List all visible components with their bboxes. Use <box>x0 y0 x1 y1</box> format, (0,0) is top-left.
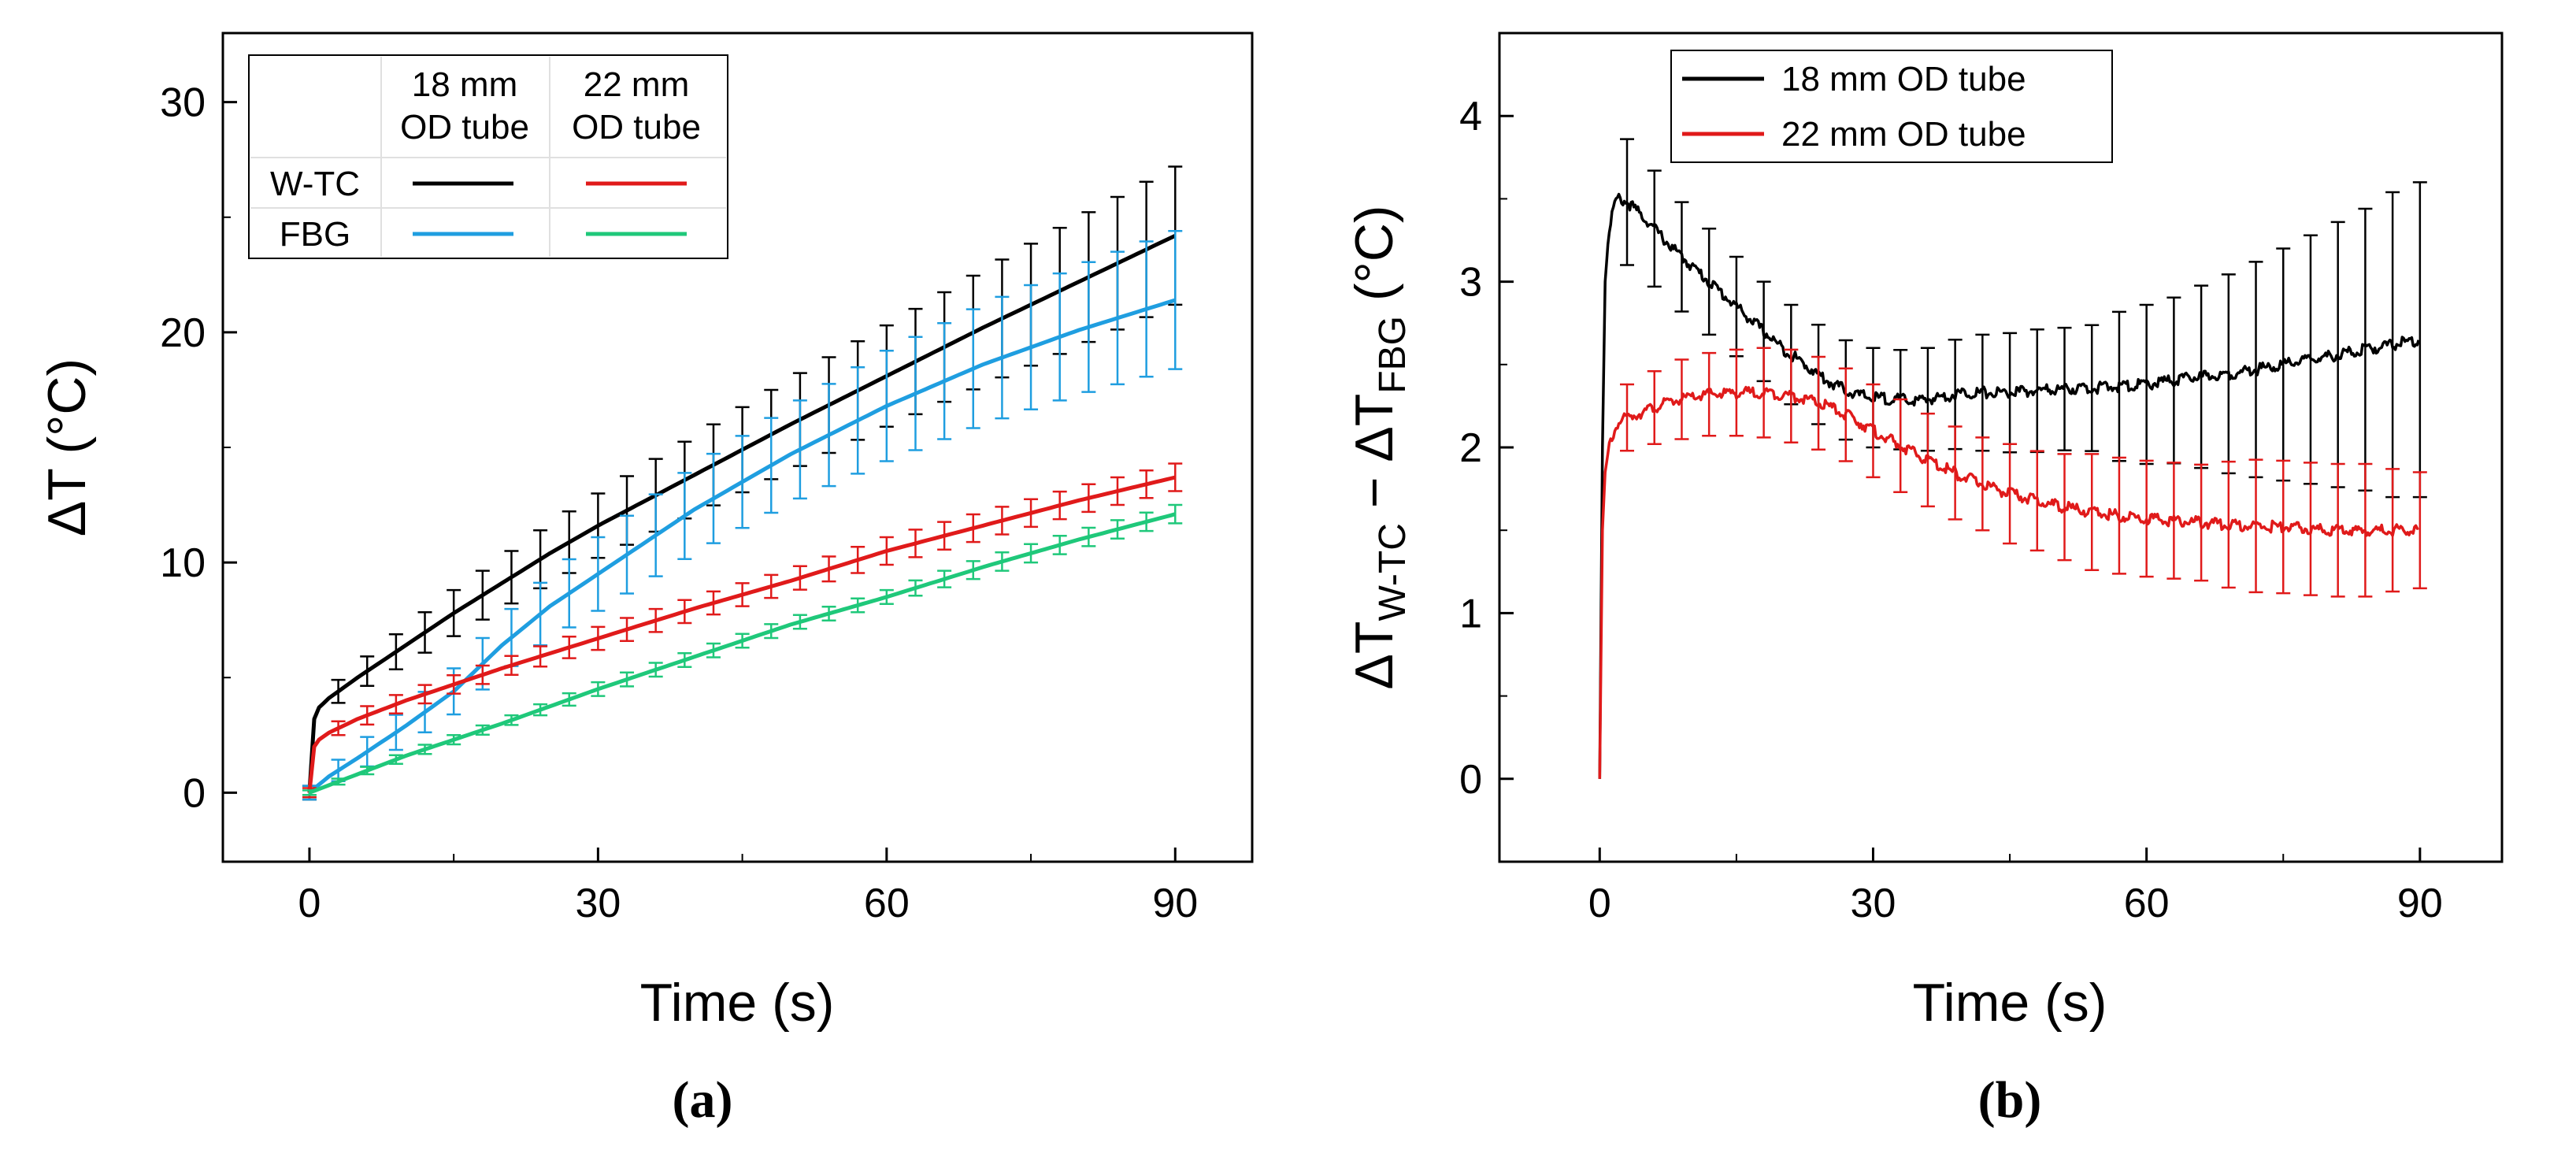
x-tick-label-b-2: 60 <box>2124 881 2170 926</box>
panel-label-a: (a) <box>673 1071 733 1129</box>
series-group-b <box>1598 138 2427 779</box>
y-tick-label-b-4: 4 <box>1459 94 1482 139</box>
y-label-b-sub2: FBG <box>1372 316 1414 394</box>
legend-label-18mm: 18 mm OD tube <box>1781 60 2026 98</box>
panel-b: 0 30 60 90 0 1 2 3 4 18 mm OD tube 22 mm OD tube… <box>1344 32 2504 1129</box>
x-tick-label-a-1: 30 <box>575 881 621 926</box>
y-axis-label-a: ΔT (°C) <box>37 358 97 536</box>
panel-label-b: (b) <box>1978 1071 2042 1129</box>
legend-row-fbg: FBG <box>280 215 350 254</box>
y-label-b-mid: − ΔT <box>1344 394 1404 523</box>
legend-col1-line2: OD tube <box>400 108 529 147</box>
series-line-b-22mm <box>1598 385 2419 779</box>
x-tick-label-b-1: 30 <box>1851 881 1896 926</box>
x-tick-label-b-3: 90 <box>2397 881 2443 926</box>
series-line-a-wtc-22mm <box>307 475 1176 793</box>
x-tick-label-a-0: 0 <box>298 881 321 926</box>
legend-a: 18 mm OD tube 22 mm OD tube W-TC FBG <box>248 54 728 259</box>
legend-label-22mm: 22 mm OD tube <box>1781 115 2026 154</box>
legend-b: 18 mm OD tube 22 mm OD tube <box>1670 50 2113 163</box>
x-axis-label-a: Time (s) <box>640 973 835 1033</box>
y-axis-label-b: ΔTW-TC − ΔTFBG (°C) <box>1344 206 1414 690</box>
series-line-b-18mm <box>1598 192 2420 779</box>
y-label-b-sub1: W-TC <box>1372 523 1414 621</box>
y-tick-label-b-1: 1 <box>1459 591 1482 636</box>
y-label-b-main: ΔT <box>1344 621 1404 690</box>
legend-box-b <box>1670 50 2113 163</box>
legend-col2-line1: 22 mm <box>584 65 689 104</box>
x-tick-label-a-3: 90 <box>1152 881 1198 926</box>
series-line-a-fbg-18mm <box>308 298 1177 795</box>
legend-col1-line1: 18 mm <box>412 65 517 104</box>
ticks-group-a: 0 30 60 90 0 10 20 30 <box>160 80 1198 926</box>
y-tick-label-a-3: 30 <box>160 80 206 126</box>
ticks-group-b: 0 30 60 90 0 1 2 3 4 <box>1459 32 2443 926</box>
y-tick-label-a-0: 0 <box>183 770 206 816</box>
y-tick-label-a-2: 20 <box>160 310 206 356</box>
x-axis-label-b: Time (s) <box>1913 973 2107 1033</box>
legend-col2-line2: OD tube <box>572 108 701 147</box>
series-line-a-fbg-22mm <box>309 512 1176 795</box>
y-label-b-unit: (°C) <box>1344 206 1404 316</box>
legend-row-wtc: W-TC <box>270 165 360 203</box>
y-tick-label-b-2: 2 <box>1459 425 1482 471</box>
y-tick-label-b-0: 0 <box>1459 757 1482 803</box>
x-tick-label-a-2: 60 <box>864 881 910 926</box>
x-tick-label-b-0: 0 <box>1588 881 1611 926</box>
y-tick-label-a-1: 10 <box>160 540 206 586</box>
panel-a: 0 30 60 90 0 10 20 30 18 mm OD tube 22 mm OD tu… <box>37 32 1254 1129</box>
y-tick-label-b-3: 3 <box>1459 260 1482 306</box>
series-group-a <box>302 165 1183 801</box>
